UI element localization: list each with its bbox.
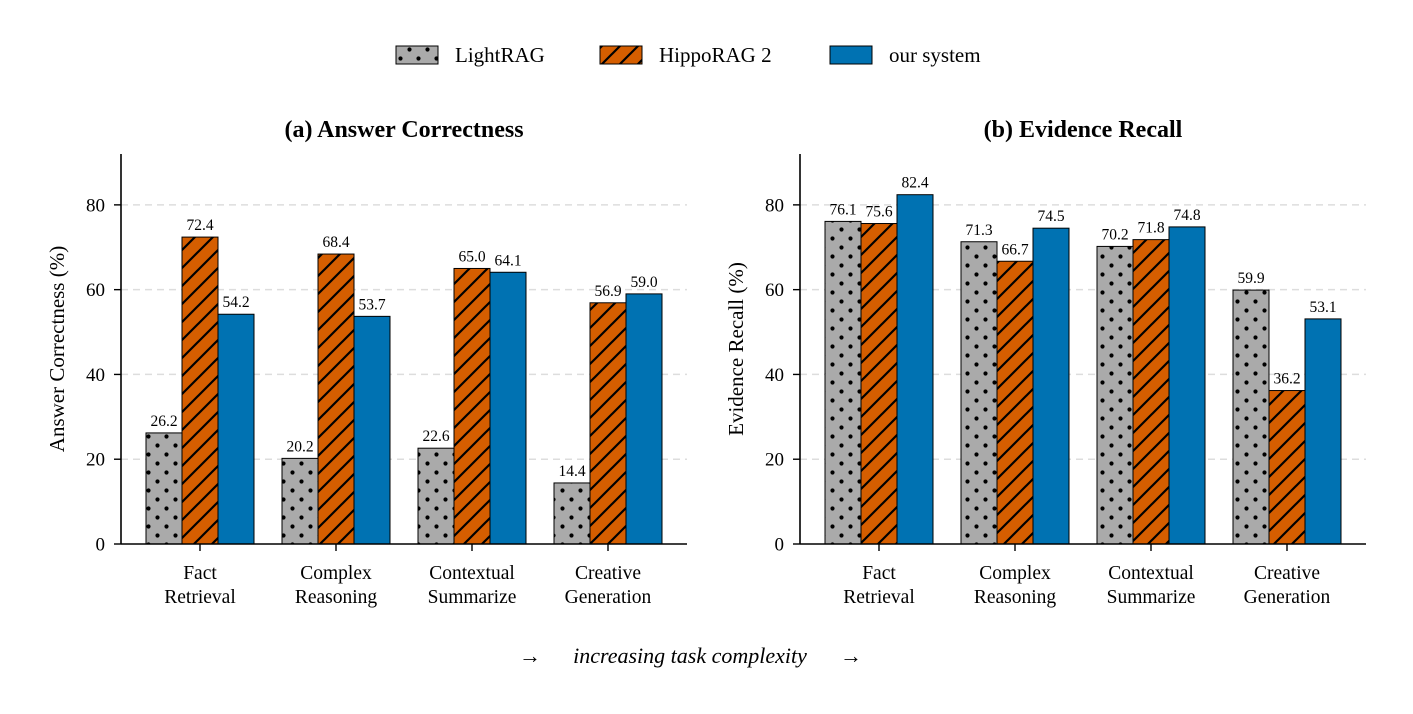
value-label-a-our-system-3: 59.0 bbox=[630, 274, 657, 291]
value-label-b-lightrag-0: 76.1 bbox=[829, 201, 856, 218]
value-label-b-lightrag-3: 59.9 bbox=[1237, 270, 1264, 287]
y-tick-label-b-60: 60 bbox=[765, 280, 784, 301]
legend-swatch-our-system bbox=[829, 45, 873, 65]
bar-a-hipporag-2-3 bbox=[589, 302, 627, 545]
value-label-a-our-system-0: 54.2 bbox=[222, 294, 249, 311]
bar-a-our-system-0 bbox=[217, 313, 255, 545]
category-label-b-0-0: Fact bbox=[862, 563, 896, 584]
bar-b-our-system-1 bbox=[1032, 227, 1070, 545]
y-tick-label-b-20: 20 bbox=[765, 450, 784, 471]
value-label-a-lightrag-0: 26.2 bbox=[150, 413, 177, 430]
bar-b-lightrag-3 bbox=[1232, 289, 1270, 545]
category-label-a-0-1: Retrieval bbox=[164, 587, 236, 608]
category-label-b-0-1: Retrieval bbox=[843, 587, 915, 608]
legend-swatch-hipporag bbox=[599, 45, 643, 65]
caption-arrow-right: → bbox=[840, 643, 862, 668]
value-label-b-hipporag-2-3: 36.2 bbox=[1273, 371, 1300, 388]
complexity-caption: → increasing task complexity → bbox=[519, 643, 862, 668]
y-tick-label-a-0: 0 bbox=[96, 535, 106, 556]
legend: LightRAG HippoRAG 2 our system bbox=[395, 43, 981, 67]
bar-b-hipporag-2-1 bbox=[996, 260, 1034, 545]
bar-a-lightrag-0 bbox=[145, 432, 183, 545]
caption-arrow-left: → bbox=[519, 643, 541, 668]
category-label-a-1-1: Reasoning bbox=[295, 587, 378, 608]
bar-b-lightrag-0 bbox=[824, 220, 862, 545]
category-label-b-3-1: Generation bbox=[1244, 587, 1331, 608]
category-label-b-1-0: Complex bbox=[979, 563, 1051, 584]
category-label-b-1-1: Reasoning bbox=[974, 587, 1057, 608]
value-label-b-lightrag-2: 70.2 bbox=[1101, 226, 1128, 243]
y-tick-label-b-40: 40 bbox=[765, 365, 784, 386]
value-label-b-our-system-2: 74.8 bbox=[1173, 207, 1200, 224]
y-tick-label-a-80: 80 bbox=[86, 195, 105, 216]
bar-b-lightrag-2 bbox=[1096, 245, 1134, 545]
bar-a-our-system-2 bbox=[489, 271, 527, 545]
y-tick-label-b-0: 0 bbox=[775, 535, 785, 556]
panel-answer-correctness: (a) Answer Correctness 26.2 20.2 22.6 14.4 72… bbox=[45, 117, 687, 608]
value-label-a-lightrag-1: 20.2 bbox=[286, 438, 313, 455]
caption-text: increasing task complexity bbox=[573, 643, 807, 668]
category-label-b-2-1: Summarize bbox=[1107, 587, 1196, 608]
value-label-b-hipporag-2-1: 66.7 bbox=[1001, 241, 1028, 258]
category-label-a-0-0: Fact bbox=[183, 563, 217, 584]
category-label-a-2-0: Contextual bbox=[429, 563, 515, 584]
bar-b-our-system-3 bbox=[1304, 318, 1342, 545]
bar-a-lightrag-1 bbox=[281, 457, 319, 545]
bar-a-hipporag-2-0 bbox=[181, 236, 219, 545]
value-label-a-our-system-1: 53.7 bbox=[358, 296, 385, 313]
category-label-b-2-0: Contextual bbox=[1108, 563, 1194, 584]
value-label-b-hipporag-2-2: 71.8 bbox=[1137, 220, 1164, 237]
bar-a-our-system-1 bbox=[353, 315, 391, 545]
value-label-a-hipporag-2-2: 65.0 bbox=[458, 248, 485, 265]
legend-label-lightrag: LightRAG bbox=[455, 43, 545, 67]
category-label-b-3-0: Creative bbox=[1254, 563, 1320, 584]
value-label-b-our-system-1: 74.5 bbox=[1037, 208, 1064, 225]
bar-b-hipporag-2-0 bbox=[860, 223, 898, 545]
bar-b-our-system-2 bbox=[1168, 226, 1206, 545]
value-label-a-hipporag-2-3: 56.9 bbox=[594, 283, 621, 300]
value-label-b-hipporag-2-0: 75.6 bbox=[865, 204, 892, 221]
y-axis-label-b: Evidence Recall (%) bbox=[724, 262, 748, 436]
legend-label-hipporag: HippoRAG 2 bbox=[659, 43, 772, 67]
y-tick-label-a-20: 20 bbox=[86, 450, 105, 471]
bar-a-our-system-3 bbox=[625, 293, 663, 545]
value-label-a-lightrag-2: 22.6 bbox=[422, 428, 449, 445]
legend-swatch-lightrag bbox=[395, 45, 439, 65]
bar-a-hipporag-2-2 bbox=[453, 267, 491, 545]
category-label-a-3-1: Generation bbox=[565, 587, 652, 608]
category-label-a-3-0: Creative bbox=[575, 563, 641, 584]
y-axis-label-a: Answer Correctness (%) bbox=[45, 246, 69, 452]
bar-b-our-system-0 bbox=[896, 194, 934, 545]
value-label-a-lightrag-3: 14.4 bbox=[558, 463, 585, 480]
y-tick-label-a-60: 60 bbox=[86, 280, 105, 301]
bar-a-lightrag-2 bbox=[417, 447, 455, 545]
value-label-a-hipporag-2-1: 68.4 bbox=[322, 234, 349, 251]
legend-label-our-system: our system bbox=[889, 43, 981, 67]
panel-evidence-recall: (b) Evidence Recall 76.1 71.3 70.2 59.9 75.6 6… bbox=[724, 117, 1366, 608]
value-label-b-our-system-3: 53.1 bbox=[1309, 299, 1336, 316]
category-label-a-1-0: Complex bbox=[300, 563, 372, 584]
bar-b-hipporag-2-2 bbox=[1132, 239, 1170, 545]
value-label-b-lightrag-1: 71.3 bbox=[965, 222, 992, 239]
y-tick-label-a-40: 40 bbox=[86, 365, 105, 386]
panel-title-b: (b) Evidence Recall bbox=[984, 117, 1183, 143]
value-label-b-our-system-0: 82.4 bbox=[901, 175, 928, 192]
bar-b-hipporag-2-3 bbox=[1268, 390, 1306, 545]
bar-a-lightrag-3 bbox=[553, 482, 591, 545]
y-tick-label-b-80: 80 bbox=[765, 195, 784, 216]
value-label-a-hipporag-2-0: 72.4 bbox=[186, 217, 213, 234]
value-label-a-our-system-2: 64.1 bbox=[494, 252, 521, 269]
category-label-a-2-1: Summarize bbox=[428, 587, 517, 608]
panel-title-a: (a) Answer Correctness bbox=[284, 117, 523, 143]
bar-b-lightrag-1 bbox=[960, 241, 998, 545]
bar-a-hipporag-2-1 bbox=[317, 253, 355, 545]
